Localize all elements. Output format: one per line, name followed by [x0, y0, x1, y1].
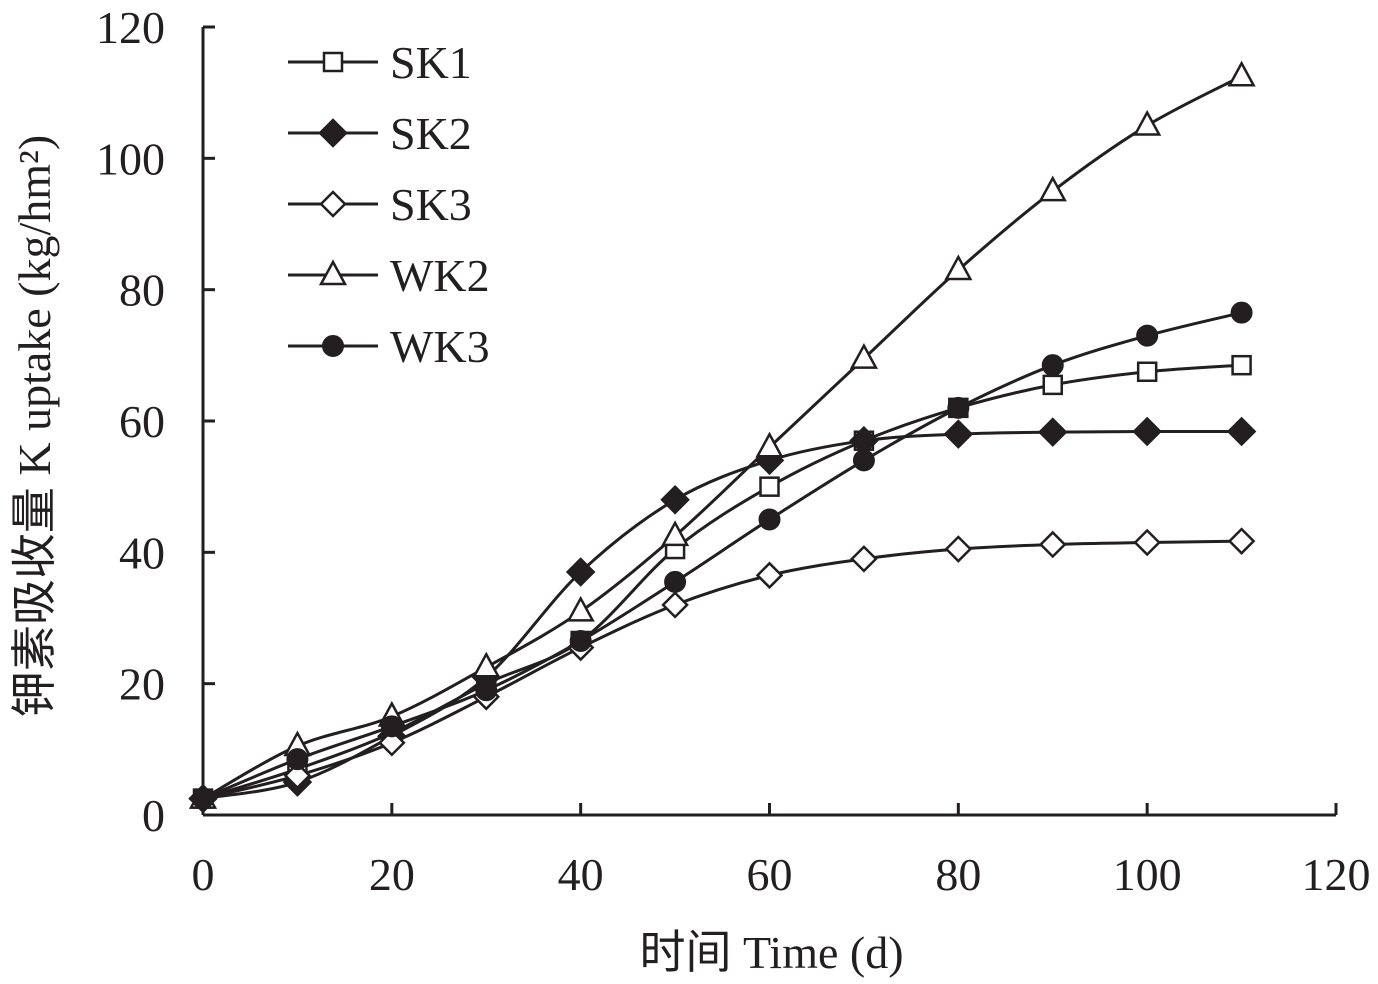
x-tick-label: 120 [1302, 849, 1371, 900]
x-tick-label: 40 [558, 849, 604, 900]
x-tick-label: 80 [935, 849, 981, 900]
x-tick-label: 20 [369, 849, 415, 900]
data-point [755, 431, 784, 458]
data-point [759, 476, 780, 497]
series-sk2 [188, 416, 1257, 814]
data-point [1227, 60, 1256, 87]
data-point [660, 520, 690, 547]
data-point [380, 715, 403, 738]
data-point [569, 629, 592, 652]
data-point [1136, 361, 1158, 382]
y-tick-label: 80 [119, 265, 165, 316]
legend-item-wk2: WK2 [288, 250, 490, 301]
legend-item-wk3: WK3 [288, 321, 490, 372]
legend-item-sk2: SK2 [288, 108, 472, 159]
series-line-wk2 [202, 74, 1243, 800]
data-point [1231, 354, 1252, 376]
data-point [1227, 527, 1256, 555]
data-point [475, 679, 498, 702]
data-point [1041, 354, 1064, 377]
data-point [566, 595, 595, 622]
data-point [755, 561, 784, 590]
data-point [322, 335, 344, 357]
y-tick-label: 60 [119, 396, 165, 447]
series-line-sk1 [202, 363, 1242, 801]
series-line-sk3 [202, 539, 1242, 801]
legend-label: SK1 [390, 37, 472, 88]
data-point [472, 651, 501, 678]
data-point [1037, 417, 1068, 447]
series-wk2 [188, 60, 1256, 809]
series-group [188, 60, 1257, 814]
data-point [318, 118, 348, 148]
series-line-wk3 [202, 311, 1242, 800]
data-point [661, 591, 689, 619]
data-point [664, 570, 687, 593]
axes: 0 20 40 60 80 100 120 0 20 40 60 80 100 120 [96, 2, 1371, 900]
data-point [852, 449, 875, 472]
data-point [1133, 528, 1161, 557]
data-point [947, 396, 970, 419]
series-line-sk2 [202, 429, 1242, 801]
x-tick-label: 0 [192, 849, 215, 900]
data-point [322, 51, 344, 73]
data-point [319, 190, 347, 218]
y-tick-label: 20 [119, 659, 165, 710]
legend-label: SK3 [390, 179, 472, 230]
data-point [1230, 301, 1253, 324]
legend-label: WK2 [390, 250, 490, 301]
data-point [849, 343, 879, 369]
data-point [378, 728, 406, 757]
data-point [943, 419, 974, 449]
data-point [192, 787, 214, 810]
data-point [1133, 109, 1162, 136]
legend: SK1 SK2 SK3 WK2 WK3 [288, 37, 490, 372]
legend-label: WK3 [390, 321, 490, 372]
legend-label: SK2 [390, 108, 472, 159]
data-point [944, 254, 973, 281]
data-point [1132, 416, 1162, 447]
data-point [1038, 530, 1067, 559]
data-point [1038, 175, 1067, 202]
data-point [1136, 324, 1159, 347]
y-tick-label: 40 [119, 527, 165, 578]
y-tick-label: 0 [142, 790, 165, 841]
data-point [1042, 374, 1063, 396]
series-sk3 [189, 527, 1256, 813]
x-tick-label: 60 [747, 849, 793, 900]
data-point [944, 535, 973, 563]
data-point [850, 545, 878, 573]
legend-item-sk1: SK1 [288, 37, 472, 88]
y-tick-label: 120 [96, 2, 165, 53]
legend-item-sk3: SK3 [288, 179, 472, 230]
data-point [565, 557, 596, 587]
y-axis-title: 钾素吸收量 K uptake (kg/hm²) [9, 135, 60, 717]
x-axis-title: 时间 Time (d) [639, 927, 903, 978]
data-point [283, 761, 312, 790]
series-wk3 [192, 301, 1253, 810]
data-point [318, 259, 348, 286]
data-point [758, 508, 781, 531]
data-point [286, 748, 309, 771]
y-tick-label: 100 [96, 133, 165, 184]
data-point [1226, 416, 1257, 447]
data-point [660, 485, 690, 515]
x-tick-label: 100 [1113, 849, 1182, 900]
